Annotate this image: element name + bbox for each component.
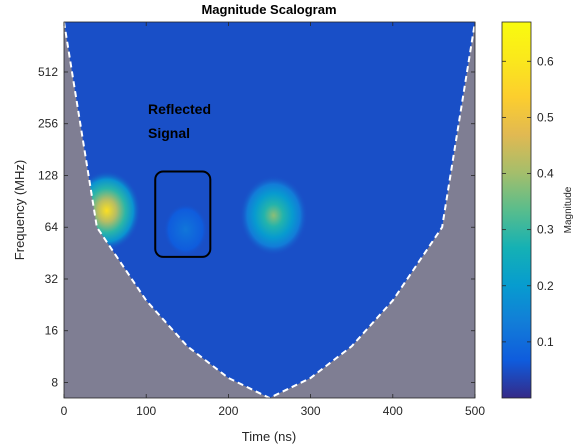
reflected-signal-box — [154, 170, 212, 258]
plot-area — [63, 21, 476, 399]
x-tick-label: 100 — [136, 404, 156, 418]
colorbar-tick-label: 0.4 — [537, 167, 554, 181]
colorbar-tick-label: 0.3 — [537, 223, 554, 237]
x-tick-label: 0 — [61, 404, 68, 418]
x-tick-label: 400 — [383, 404, 403, 418]
scalogram-image — [64, 22, 475, 398]
y-tick-label: 512 — [38, 65, 58, 79]
x-tick-label: 500 — [465, 404, 485, 418]
annotation-text-line: Reflected — [148, 101, 211, 117]
annotation-layer: Reflected Signal — [148, 101, 212, 258]
y-axis-label: Frequency (MHz) — [12, 160, 27, 260]
x-axis: 0 100 200 300 400 500 — [61, 22, 485, 418]
chart-title: Magnitude Scalogram — [201, 2, 336, 17]
colorbar-label: Magnitude — [563, 186, 573, 233]
plot-frame — [63, 21, 476, 399]
colorbar: 0.1 0.2 0.3 0.4 0.5 0.6 — [501, 21, 554, 399]
annotation-text-line: Signal — [148, 125, 190, 141]
y-tick-label: 64 — [45, 220, 59, 234]
y-tick-label: 32 — [45, 272, 59, 286]
colorbar-gradient — [501, 21, 532, 399]
colorbar-tick-label: 0.5 — [537, 110, 554, 124]
x-tick-label: 300 — [301, 404, 321, 418]
y-tick-label: 256 — [38, 117, 58, 131]
energy-feature — [163, 203, 208, 256]
colorbar-tick-label: 0.6 — [537, 54, 554, 68]
coi-boundary — [64, 22, 475, 398]
y-tick-label: 128 — [38, 168, 58, 182]
colorbar-tick-label: 0.1 — [537, 335, 554, 349]
x-axis-label: Time (ns) — [242, 429, 296, 444]
y-tick-label: 16 — [45, 324, 59, 338]
coi-shaded-region — [64, 22, 475, 398]
y-axis: 8 16 32 64 128 256 512 — [38, 65, 475, 389]
y-tick-label: 8 — [51, 375, 58, 389]
energy-feature — [239, 175, 308, 256]
x-tick-label: 200 — [218, 404, 238, 418]
colorbar-tick-label: 0.2 — [537, 279, 554, 293]
